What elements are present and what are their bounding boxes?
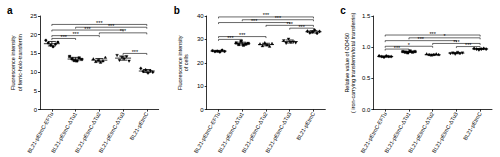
svg-text:BL21-pEtmC-ΔTu3: BL21-pEtmC-ΔTu3 bbox=[97, 111, 125, 154]
svg-text:***: *** bbox=[132, 49, 139, 55]
svg-text:***: *** bbox=[453, 39, 460, 45]
svg-text:BL21-pEtmC-ΔTu2: BL21-pEtmC-ΔTu2 bbox=[74, 111, 102, 154]
svg-text:***: *** bbox=[120, 28, 127, 34]
svg-text:BL21-pEtmC-EFTu: BL21-pEtmC-EFTu bbox=[193, 111, 221, 154]
svg-text:1.0: 1.0 bbox=[362, 44, 371, 50]
svg-text:BL21-pEtmC-ΔTu2: BL21-pEtmC-ΔTu2 bbox=[407, 111, 435, 154]
svg-text:20: 20 bbox=[197, 60, 204, 66]
svg-text:0: 0 bbox=[200, 107, 204, 113]
svg-text:15: 15 bbox=[30, 50, 37, 56]
svg-text:***: *** bbox=[72, 31, 79, 37]
svg-text:***: *** bbox=[61, 34, 68, 40]
svg-text:***: *** bbox=[394, 45, 401, 51]
svg-text:of cells: of cells bbox=[183, 54, 189, 71]
svg-text:***: *** bbox=[429, 31, 436, 37]
svg-text:10: 10 bbox=[197, 83, 204, 89]
svg-text:BL21-pEtmC-ΔTu1: BL21-pEtmC-ΔTu1 bbox=[383, 111, 411, 154]
svg-text:10: 10 bbox=[30, 69, 37, 75]
svg-text:BL21-pEtmC-ΔTu1: BL21-pEtmC-ΔTu1 bbox=[50, 111, 78, 154]
svg-text:***: *** bbox=[298, 24, 305, 30]
svg-text:Relative value of OD450: Relative value of OD450 bbox=[344, 33, 350, 93]
svg-text:20: 20 bbox=[30, 32, 37, 38]
svg-text:0.5: 0.5 bbox=[362, 75, 371, 81]
svg-text:***: *** bbox=[239, 32, 246, 38]
svg-text:a: a bbox=[7, 5, 13, 16]
svg-text:0.0: 0.0 bbox=[362, 107, 371, 113]
svg-text:BL21-pEtmC-ΔTu2: BL21-pEtmC-ΔTu2 bbox=[240, 111, 268, 154]
svg-text:***: *** bbox=[287, 21, 294, 27]
svg-text:Fluorescence intensity: Fluorescence intensity bbox=[10, 35, 16, 90]
svg-text:5: 5 bbox=[34, 88, 38, 94]
svg-text:*: * bbox=[408, 42, 411, 48]
svg-text:Fluorescence intensity: Fluorescence intensity bbox=[177, 35, 183, 90]
svg-text:BL21-pEtmC-EFTu: BL21-pEtmC-EFTu bbox=[359, 111, 387, 154]
svg-text:0: 0 bbox=[34, 107, 38, 113]
svg-text:*: * bbox=[443, 33, 446, 39]
svg-text:***: *** bbox=[84, 26, 91, 32]
svg-text:40: 40 bbox=[197, 13, 204, 19]
svg-text:1.5: 1.5 bbox=[362, 13, 371, 19]
svg-text:BL21-pEtmC-ΔTu3: BL21-pEtmC-ΔTu3 bbox=[431, 111, 459, 154]
svg-text:***: *** bbox=[227, 35, 234, 41]
svg-text:***: *** bbox=[263, 12, 270, 18]
svg-text:c: c bbox=[340, 5, 346, 16]
svg-text:of ferric-holo-transferrin: of ferric-holo-transferrin bbox=[17, 34, 23, 91]
svg-text:***: *** bbox=[108, 23, 115, 29]
svg-text:***: *** bbox=[465, 42, 472, 48]
svg-text:BL21-pEtmC-EFTu: BL21-pEtmC-EFTu bbox=[26, 111, 54, 154]
svg-text:b: b bbox=[174, 5, 180, 16]
svg-text:( iron-carrying transferrin/to: ( iron-carrying transferrin/total transf… bbox=[350, 13, 356, 113]
svg-text:BL21-pEtmC-ΔTu1: BL21-pEtmC-ΔTu1 bbox=[217, 111, 245, 154]
svg-text:***: *** bbox=[96, 20, 103, 26]
svg-text:***: *** bbox=[275, 15, 282, 21]
svg-text:BL21-pEtmC-ΔTu3: BL21-pEtmC-ΔTu3 bbox=[264, 111, 292, 154]
svg-text:BL21-pEtmC: BL21-pEtmC bbox=[295, 111, 316, 141]
svg-text:BL21-pEtmC: BL21-pEtmC bbox=[462, 111, 483, 141]
svg-text:***: *** bbox=[418, 36, 425, 42]
svg-text:BL21-pEtmC: BL21-pEtmC bbox=[128, 111, 149, 141]
svg-text:30: 30 bbox=[197, 36, 204, 42]
svg-text:***: *** bbox=[251, 18, 258, 24]
svg-text:25: 25 bbox=[30, 13, 37, 19]
